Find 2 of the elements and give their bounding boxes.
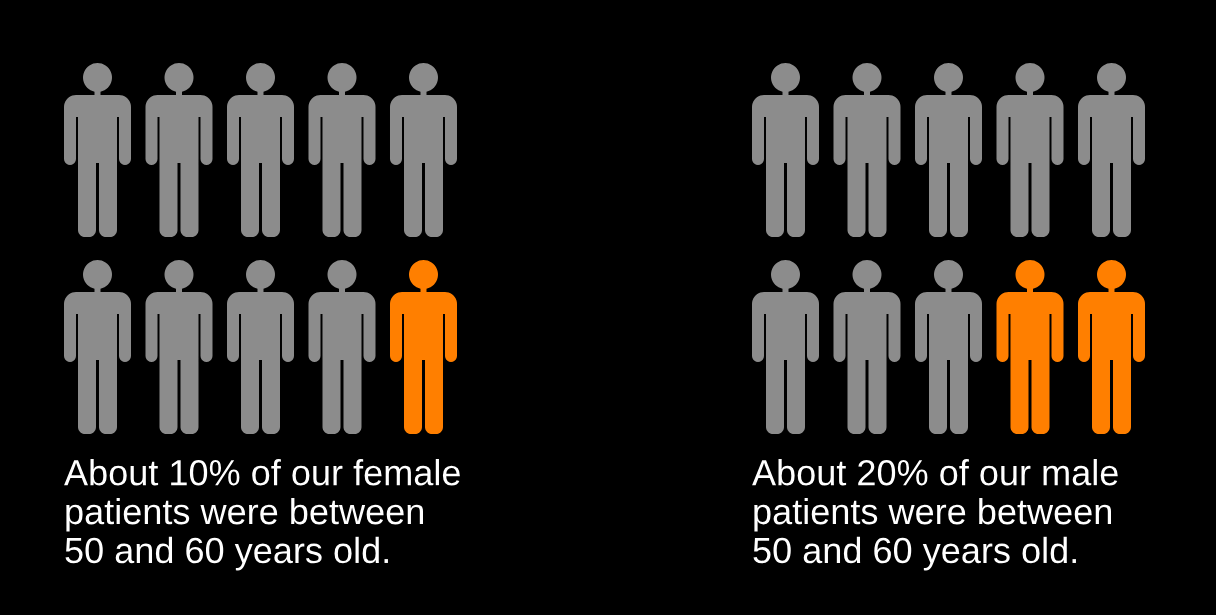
data-label: About 20% of our male patients were between 50 and 60 years old. bbox=[752, 459, 1118, 571]
data-label: About 10% of our female patients were between 50 and 60 years old. bbox=[64, 459, 460, 571]
